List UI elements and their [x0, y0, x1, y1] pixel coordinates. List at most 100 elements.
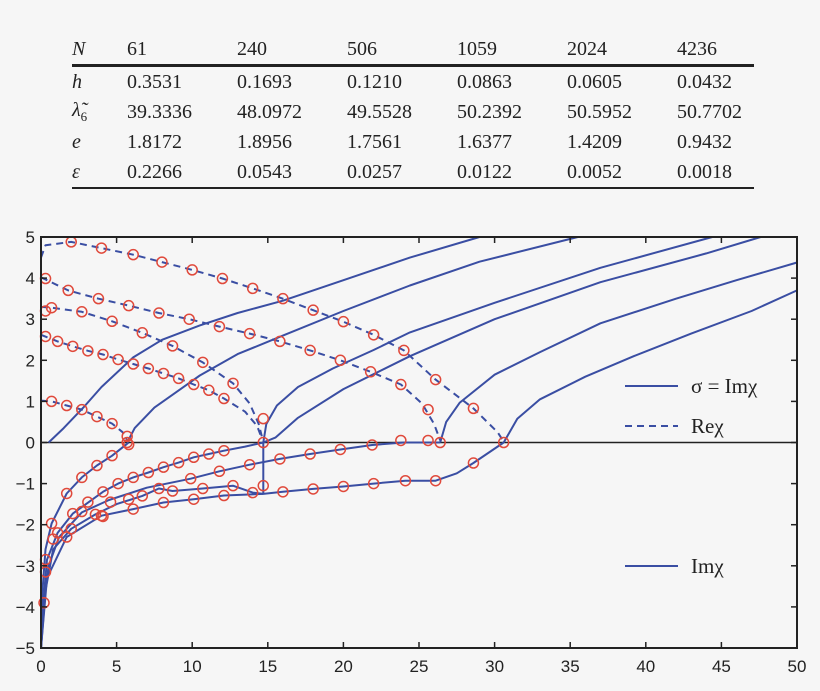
data-marker [67, 340, 79, 353]
header-cell: 2024 [567, 37, 607, 60]
data-marker [95, 242, 108, 254]
y-tick-label: −1 [16, 475, 35, 494]
table-cell: 0.2266 [127, 160, 182, 183]
x-tick-label: 15 [258, 657, 277, 676]
data-marker [227, 377, 239, 390]
y-tick-label: 3 [26, 310, 35, 329]
table-cell: 1.8172 [127, 130, 182, 153]
data-marker [203, 384, 215, 397]
table-cell: 0.9432 [677, 130, 732, 153]
x-tick-label: 0 [36, 657, 45, 676]
series-line-im [40, 441, 505, 649]
data-marker [197, 482, 209, 495]
x-tick-label: 35 [561, 657, 580, 676]
data-marker [122, 438, 135, 451]
data-marker [142, 466, 155, 479]
x-tick-label: 25 [410, 657, 429, 676]
data-marker [304, 344, 316, 357]
table-cell: 0.0018 [677, 160, 732, 183]
data-marker [45, 517, 58, 530]
data-marker [246, 282, 259, 295]
data-marker [89, 508, 102, 521]
table-cell: 0.1210 [347, 70, 402, 93]
table-row: e 1.8172 1.8956 1.7561 1.6377 1.4209 0.9432 [72, 127, 754, 157]
data-marker [467, 402, 480, 415]
data-marker [257, 436, 270, 449]
series-line-re [40, 305, 263, 437]
data-marker [76, 471, 88, 484]
data-marker [127, 248, 139, 261]
x-tick-label: 30 [485, 657, 504, 676]
data-marker [277, 292, 289, 305]
data-marker [227, 479, 239, 492]
table-row: λ̃6 39.3336 48.0972 49.5528 50.2392 50.5952 50… [72, 97, 754, 127]
data-marker [82, 496, 94, 508]
data-marker [218, 444, 230, 457]
y-tick-label: −3 [16, 557, 35, 576]
x-tick-label: 45 [712, 657, 731, 676]
data-marker [434, 436, 446, 449]
data-marker [497, 436, 510, 449]
legend-label: Imχ [691, 554, 724, 578]
data-marker [172, 456, 185, 469]
table-cell: 39.3336 [127, 100, 192, 123]
table-cell: 48.0972 [237, 100, 302, 123]
data-marker [45, 301, 58, 314]
y-tick-label: 2 [26, 351, 35, 370]
header-label: N [72, 37, 86, 60]
row-label-subscript: 6 [80, 109, 88, 124]
data-marker [364, 366, 377, 378]
data-marker [307, 483, 319, 495]
data-marker [60, 487, 73, 500]
data-marker [395, 378, 407, 391]
data-marker [156, 256, 168, 268]
series-line-im [40, 441, 264, 649]
data-marker [213, 320, 226, 333]
table-cell: 49.5528 [347, 100, 412, 123]
table-cell: 50.2392 [457, 100, 522, 123]
legend-label: σ = Imχ [691, 374, 758, 398]
data-marker [395, 434, 407, 447]
data-marker [92, 292, 105, 305]
data-marker [366, 439, 378, 451]
data-marker [213, 465, 226, 478]
data-marker [422, 434, 434, 447]
data-marker [112, 477, 124, 490]
table-cell: 0.0052 [567, 160, 622, 183]
data-marker [142, 362, 155, 375]
table-cell: 0.0543 [237, 160, 292, 183]
data-marker [127, 503, 139, 515]
data-marker [153, 307, 165, 319]
data-marker [82, 345, 94, 357]
data-marker [153, 482, 165, 495]
series-line-im [502, 289, 798, 443]
row-label: λ̃6 [72, 99, 88, 124]
data-marker [136, 490, 149, 502]
data-marker [166, 485, 179, 497]
table-row: ε 0.2266 0.0543 0.0257 0.0122 0.0052 0.0018 [72, 157, 754, 188]
data-marker [183, 313, 195, 325]
header-cell: 506 [347, 37, 377, 60]
data-marker [91, 459, 103, 472]
data-marker [136, 327, 149, 339]
y-tick-label: 4 [26, 269, 35, 288]
y-tick-label: 5 [26, 228, 35, 247]
data-marker [429, 474, 442, 487]
header-cell: 4236 [677, 37, 717, 60]
data-marker [246, 486, 259, 499]
table-cell: 0.0122 [457, 160, 512, 183]
data-marker [112, 353, 124, 366]
data-marker [197, 356, 209, 369]
data-marker [274, 335, 286, 348]
header-cell: 240 [237, 37, 267, 60]
row-label: ε [72, 160, 80, 183]
data-marker [337, 315, 350, 328]
table-cell: 1.4209 [567, 130, 622, 153]
data-marker [97, 510, 109, 523]
x-tick-label: 50 [788, 657, 807, 676]
y-tick-label: 1 [26, 392, 35, 411]
table-cell: 1.8956 [237, 130, 292, 153]
data-marker [65, 523, 77, 535]
data-marker [399, 474, 412, 487]
data-marker [186, 264, 198, 276]
